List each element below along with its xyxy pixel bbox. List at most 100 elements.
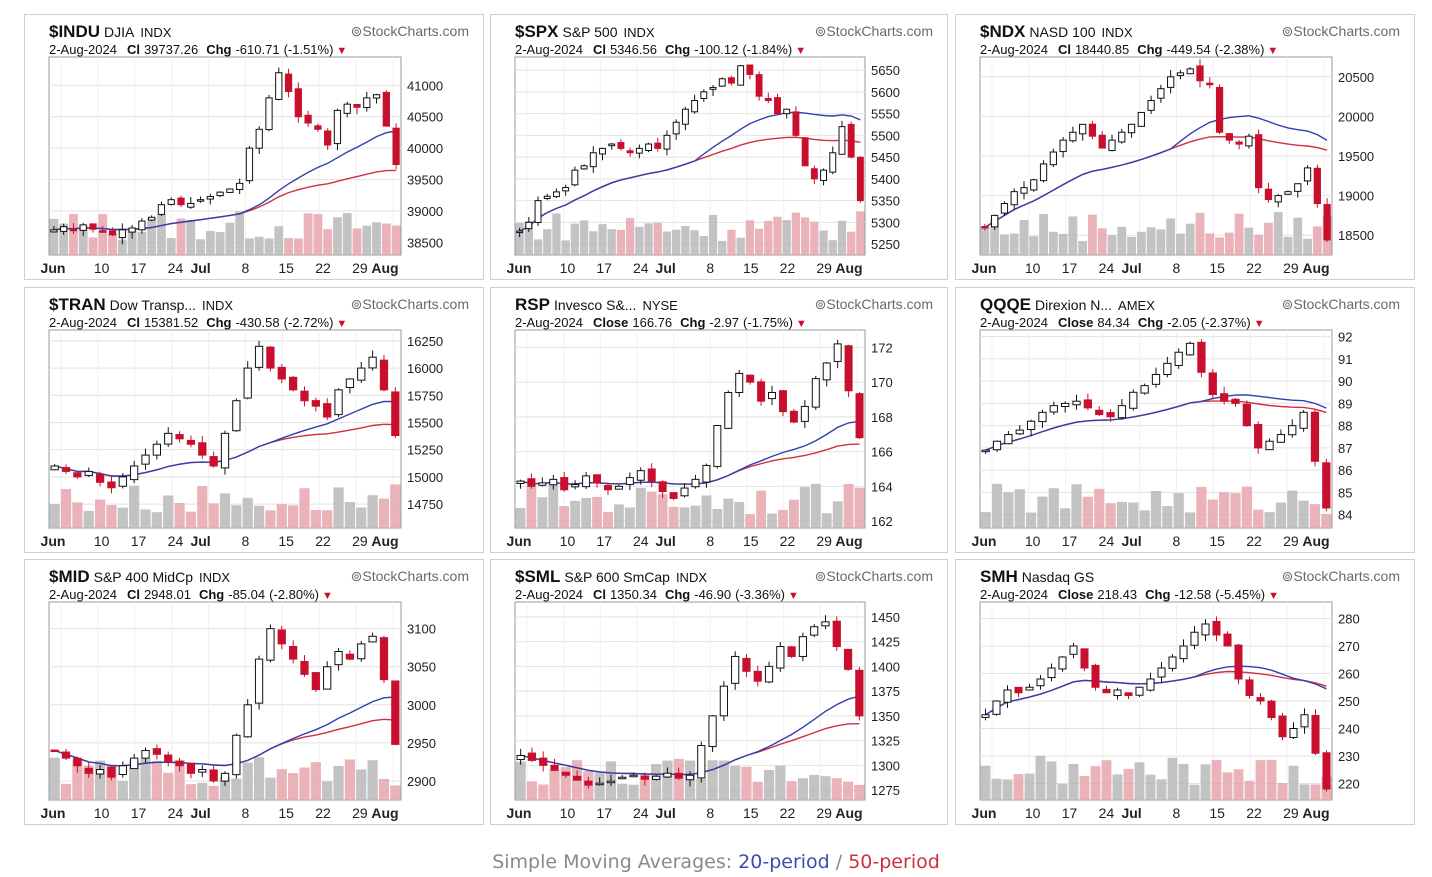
volume-bar <box>276 769 287 800</box>
volume-bar <box>1150 490 1162 528</box>
x-tick-label: 24 <box>1099 533 1115 549</box>
y-tick-label: 38500 <box>407 235 443 250</box>
volume-bar <box>1277 782 1288 800</box>
chart-title: $INDU DJIA INDX <box>49 22 172 41</box>
close-value: 2948.01 <box>144 587 191 602</box>
change-value: -449.54 <box>1166 42 1210 57</box>
candle-body <box>582 475 591 488</box>
candle-body <box>1215 86 1224 133</box>
volume-bar <box>672 229 681 255</box>
x-tick-label: Jun <box>972 260 997 276</box>
volume-bar <box>231 778 242 800</box>
candle-body <box>1157 88 1165 99</box>
volume-bar <box>537 497 548 528</box>
candle-body <box>1179 645 1188 660</box>
candle-body <box>379 359 389 391</box>
volume-bar <box>1068 216 1078 255</box>
y-tick-label: 2900 <box>407 774 436 789</box>
candle-body <box>1004 434 1013 445</box>
candle-body <box>1242 403 1251 427</box>
chart-quote-line: 2-Aug-2024 Close 218.43 Chg -12.58 (-5.45%) ▼ <box>980 587 1279 602</box>
volume-bar <box>831 778 842 800</box>
candle-body <box>334 651 343 666</box>
volume-bar <box>60 488 72 528</box>
volume-bar <box>1196 486 1207 528</box>
candle-body <box>1168 656 1177 669</box>
candle-body <box>561 771 570 776</box>
candle-body <box>84 470 93 476</box>
down-arrow-icon: ▼ <box>322 590 333 602</box>
volume-bar <box>274 226 284 255</box>
candle-body <box>294 88 302 118</box>
y-tick-label: 84 <box>1338 508 1352 523</box>
candle-body <box>73 757 82 767</box>
chart-panel-indu[interactable]: $INDU DJIA INDX ⊚StockCharts.com 2-Aug-2024 C… <box>24 14 484 280</box>
volume-bar <box>1195 212 1205 255</box>
sma-20-line <box>53 130 397 231</box>
y-tick-label: 1400 <box>871 659 900 674</box>
volume-bar <box>741 766 752 800</box>
chart-name: Direxion N... <box>1035 297 1112 313</box>
down-arrow-icon: ▼ <box>796 318 807 330</box>
volume-bar <box>764 220 773 255</box>
close-value: 39737.26 <box>144 42 198 57</box>
candle-body <box>855 393 864 439</box>
candle-body <box>1030 179 1038 191</box>
chart-panel-ndx[interactable]: $NDX NASD 100 INDX ⊚StockCharts.com 2-Aug-20… <box>955 14 1415 280</box>
candle-body <box>167 199 175 205</box>
chart-quote-line: 2-Aug-2024 Cl 1350.34 Chg -46.90 (-3.36%) ▼ <box>515 587 799 602</box>
candle-body <box>1137 111 1145 127</box>
volume-bar <box>94 499 106 528</box>
candle-body <box>69 228 78 232</box>
x-tick-label: 17 <box>131 805 147 821</box>
candle-body <box>728 77 735 84</box>
chart-panel-tran[interactable]: $TRAN Dow Transp... INDX ⊚StockCharts.com 2-… <box>24 287 484 553</box>
volume-bar <box>1303 238 1312 255</box>
chart-panel-spx[interactable]: $SPX S&P 500 INDX ⊚StockCharts.com 2-Aug-202… <box>490 14 948 280</box>
volume-bar <box>390 785 401 800</box>
chart-panel-smh[interactable]: SMH Nasdaq GS ⊚StockCharts.com 2-Aug-2024 Cl… <box>955 559 1415 825</box>
change-label: Chg <box>206 42 231 57</box>
volume-bar <box>253 505 265 528</box>
change-pct: (-1.84%) <box>742 42 792 57</box>
chart-panel-qqqe[interactable]: QQQE Direxion N... AMEX ⊚StockCharts.com 2-A… <box>955 287 1415 553</box>
volume-bar <box>707 760 718 800</box>
volume-bar <box>773 216 782 255</box>
chart-exchange: INDX <box>140 25 171 40</box>
chart-panel-mid[interactable]: $MID S&P 400 MidCp INDX ⊚StockCharts.com 2-A… <box>24 559 484 825</box>
volume-bar <box>1078 241 1088 255</box>
volume-bar <box>1029 236 1039 255</box>
x-tick-label: 24 <box>1099 260 1115 276</box>
chart-panel-rsp[interactable]: RSP Invesco S&... NYSE ⊚StockCharts.com 2-Au… <box>490 287 948 553</box>
volume-bar <box>1046 761 1057 800</box>
volume-bar <box>356 769 367 800</box>
change-value: -610.71 <box>235 42 279 57</box>
volume-bar <box>264 238 274 255</box>
chart-symbol: RSP <box>515 295 550 314</box>
volume-bar <box>1037 496 1048 528</box>
candle-body <box>245 147 254 182</box>
candle-body <box>1167 76 1175 88</box>
volume-bar <box>624 507 635 528</box>
candle-body <box>311 672 320 691</box>
change-pct: (-5.45%) <box>1215 587 1265 602</box>
candle-body <box>663 134 671 150</box>
y-tick-label: 164 <box>871 479 893 494</box>
chart-panel-sml[interactable]: $SML S&P 600 SmCap INDX ⊚StockCharts.com 2-A… <box>490 559 948 825</box>
volume-bar <box>1207 499 1218 528</box>
candle-body <box>118 476 127 487</box>
y-tick-label: 90 <box>1338 374 1352 389</box>
y-tick-label: 15250 <box>407 443 443 458</box>
candle-body <box>1102 688 1111 694</box>
chart-symbol: $TRAN <box>49 295 106 314</box>
chart-name: NASD 100 <box>1029 24 1095 40</box>
candle-body <box>1311 714 1320 754</box>
volume-bar <box>157 214 166 255</box>
sma-50-label: 50-period <box>848 851 940 873</box>
volume-bar <box>1139 510 1150 528</box>
candle-body <box>243 704 252 738</box>
candle-body <box>277 366 286 380</box>
candle-body <box>1129 391 1138 409</box>
candle-body <box>742 657 751 672</box>
volume-bar <box>1298 500 1309 528</box>
